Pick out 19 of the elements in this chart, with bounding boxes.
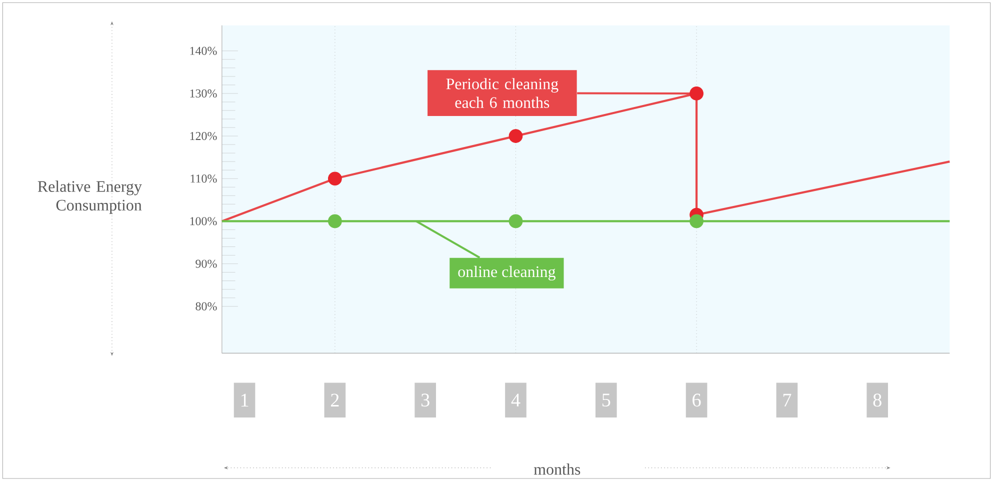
y-tick-label: 130% — [190, 89, 217, 98]
y-tick-label: 80% — [196, 302, 217, 310]
y-tick-label: 120% — [190, 132, 217, 140]
x-tick-label: 8 — [873, 394, 882, 407]
x-axis-title: months — [534, 463, 580, 475]
y-tick-label: 100% — [190, 217, 217, 226]
x-tick-label: 4 — [511, 394, 520, 406]
y-tick-label: 90% — [196, 260, 217, 268]
y-tick-label: 140% — [190, 46, 217, 55]
x-tick-label: 5 — [602, 394, 610, 406]
x-tick-label: 6 — [692, 394, 701, 406]
x-tick-label: 2 — [330, 394, 339, 406]
x-tick-label: 7 — [783, 394, 792, 406]
y-axis-title: Relative Energy Consumption — [38, 180, 142, 214]
annotation: Periodic cleaning each 6 months — [446, 78, 558, 108]
annotation: online cleaning — [458, 266, 556, 280]
y-tick-label: 110% — [190, 174, 217, 183]
x-tick-label: 1 — [241, 394, 248, 406]
x-tick-label: 3 — [421, 394, 430, 406]
